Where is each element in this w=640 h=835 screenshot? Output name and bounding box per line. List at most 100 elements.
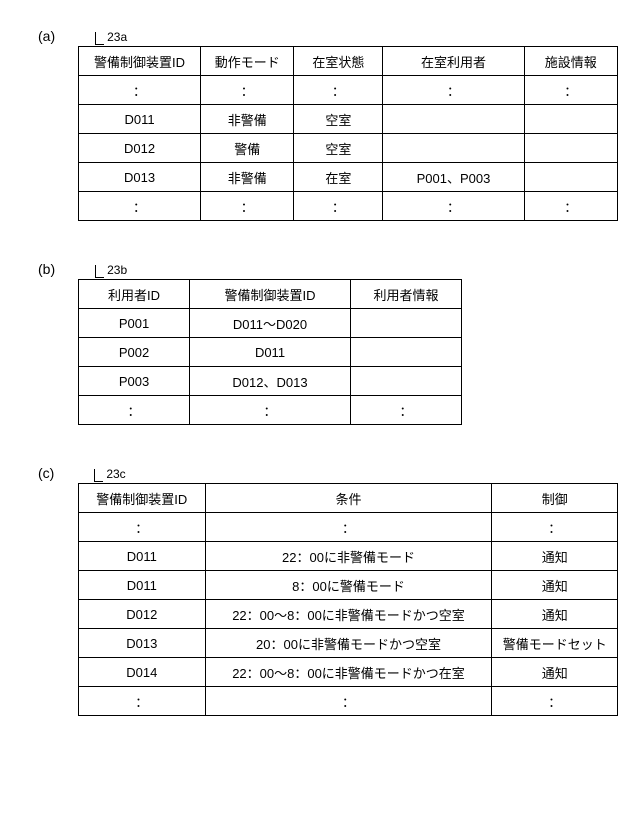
section-a: (a) 23a 警備制御装置ID動作モード在室状態在室利用者施設情報 ：：：：：… (38, 28, 618, 221)
table-row: D013非警備在室P001、P003 (79, 163, 618, 192)
section-a-ref: 23a (95, 30, 127, 44)
table-a-cell: ： (294, 76, 383, 105)
table-row: ：：： (79, 687, 618, 716)
table-c-cell: 20：00に非警備モードかつ空室 (205, 629, 492, 658)
section-a-header: (a) 23a (38, 28, 618, 44)
table-c: 警備制御装置ID条件制御 ：：：D01122：00に非警備モード通知D0118：… (78, 483, 618, 716)
table-c-cell: 22：00に非警備モード (205, 542, 492, 571)
table-c-cell: 8：00に警備モード (205, 571, 492, 600)
table-c-cell: 通知 (492, 600, 618, 629)
table-c-cell: ： (205, 513, 492, 542)
table-c-cell: ： (79, 513, 206, 542)
table-a-cell: 在室 (294, 163, 383, 192)
table-a-col-0: 警備制御装置ID (79, 47, 201, 76)
table-b-cell: D011～D020 (190, 309, 351, 338)
table-a-cell: ： (79, 76, 201, 105)
table-a: 警備制御装置ID動作モード在室状態在室利用者施設情報 ：：：：：D011非警備空… (78, 46, 618, 221)
table-a-cell: 空室 (294, 134, 383, 163)
table-a-col-2: 在室状態 (294, 47, 383, 76)
table-a-col-1: 動作モード (201, 47, 294, 76)
table-b-cell (351, 367, 462, 396)
table-a-cell: D011 (79, 105, 201, 134)
table-a-cell: ： (524, 192, 617, 221)
table-b-cell: D012、D013 (190, 367, 351, 396)
table-a-cell: D013 (79, 163, 201, 192)
table-a-cell (524, 163, 617, 192)
table-row: ：：：：： (79, 192, 618, 221)
table-row: ：：：：： (79, 76, 618, 105)
table-b: 利用者ID警備制御装置ID利用者情報 P001D011～D020P002D011… (78, 279, 462, 425)
table-c-col-0: 警備制御装置ID (79, 484, 206, 513)
table-a-cell: ： (79, 192, 201, 221)
table-row: P001D011～D020 (79, 309, 462, 338)
table-a-cell: ： (383, 192, 524, 221)
table-c-cell: D013 (79, 629, 206, 658)
table-row: D01422：00～8：00に非警備モードかつ在室通知 (79, 658, 618, 687)
table-c-cell: 通知 (492, 571, 618, 600)
table-b-header-row: 利用者ID警備制御装置ID利用者情報 (79, 280, 462, 309)
section-c: (c) 23c 警備制御装置ID条件制御 ：：：D01122：00に非警備モード… (38, 465, 618, 716)
section-b-header: (b) 23b (38, 261, 618, 277)
section-b-ref: 23b (95, 263, 127, 277)
table-a-cell: ： (383, 76, 524, 105)
table-c-header-row: 警備制御装置ID条件制御 (79, 484, 618, 513)
table-row: ：：： (79, 396, 462, 425)
table-a-cell: P001、P003 (383, 163, 524, 192)
section-c-label: (c) (38, 465, 54, 481)
table-a-cell: ： (201, 192, 294, 221)
table-a-cell (383, 105, 524, 134)
table-b-col-2: 利用者情報 (351, 280, 462, 309)
table-b-cell: P003 (79, 367, 190, 396)
table-b-col-0: 利用者ID (79, 280, 190, 309)
table-row: ：：： (79, 513, 618, 542)
table-b-cell: ： (351, 396, 462, 425)
table-row: D0118：00に警備モード通知 (79, 571, 618, 600)
table-a-cell (383, 134, 524, 163)
table-b-cell: P002 (79, 338, 190, 367)
table-b-cell: ： (79, 396, 190, 425)
table-c-cell: ： (205, 687, 492, 716)
table-c-cell: D014 (79, 658, 206, 687)
table-a-cell (524, 134, 617, 163)
table-row: P003D012、D013 (79, 367, 462, 396)
table-c-cell: ： (492, 513, 618, 542)
table-a-col-3: 在室利用者 (383, 47, 524, 76)
table-a-cell: 空室 (294, 105, 383, 134)
table-b-cell (351, 309, 462, 338)
table-a-cell: ： (524, 76, 617, 105)
table-c-col-1: 条件 (205, 484, 492, 513)
table-a-cell: 警備 (201, 134, 294, 163)
table-c-cell: D011 (79, 571, 206, 600)
section-c-ref: 23c (94, 467, 125, 481)
table-row: D01320：00に非警備モードかつ空室警備モードセット (79, 629, 618, 658)
table-a-cell: ： (201, 76, 294, 105)
table-c-cell: ： (79, 687, 206, 716)
table-row: P002D011 (79, 338, 462, 367)
table-b-col-1: 警備制御装置ID (190, 280, 351, 309)
table-b-cell: ： (190, 396, 351, 425)
table-c-cell: D012 (79, 600, 206, 629)
section-b: (b) 23b 利用者ID警備制御装置ID利用者情報 P001D011～D020… (38, 261, 618, 425)
table-c-cell: 通知 (492, 658, 618, 687)
table-row: D012警備空室 (79, 134, 618, 163)
table-a-cell (524, 105, 617, 134)
table-c-cell: ： (492, 687, 618, 716)
table-a-cell: 非警備 (201, 163, 294, 192)
table-b-cell: P001 (79, 309, 190, 338)
table-a-cell: ： (294, 192, 383, 221)
table-b-cell (351, 338, 462, 367)
table-c-col-2: 制御 (492, 484, 618, 513)
table-a-cell: 非警備 (201, 105, 294, 134)
table-c-cell: D011 (79, 542, 206, 571)
table-c-cell: 22：00～8：00に非警備モードかつ在室 (205, 658, 492, 687)
section-b-label: (b) (38, 261, 55, 277)
section-a-label: (a) (38, 28, 55, 44)
table-c-cell: 通知 (492, 542, 618, 571)
section-c-header: (c) 23c (38, 465, 618, 481)
table-c-cell: 警備モードセット (492, 629, 618, 658)
table-row: D011非警備空室 (79, 105, 618, 134)
table-c-cell: 22：00～8：00に非警備モードかつ空室 (205, 600, 492, 629)
table-b-cell: D011 (190, 338, 351, 367)
table-row: D01122：00に非警備モード通知 (79, 542, 618, 571)
table-a-cell: D012 (79, 134, 201, 163)
